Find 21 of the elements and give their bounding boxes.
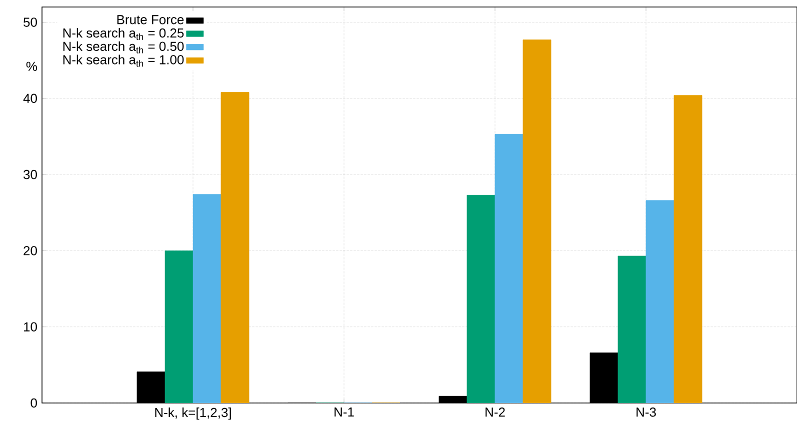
x-tick-label: N-k, k=[1,2,3]: [155, 408, 231, 420]
bar: [646, 200, 674, 403]
bar: [192, 194, 222, 403]
y-tick-label: 20: [24, 246, 37, 256]
bar: [494, 134, 524, 403]
bar: [164, 250, 194, 403]
y-tick-label: 50: [24, 18, 37, 27]
x-tick-label: N-3: [636, 408, 656, 417]
y-tick-label: 40: [23, 94, 37, 103]
legend-label: N-k search a$_{th}$ = 0.25: [63, 28, 184, 40]
y-tick-label: 10: [24, 322, 37, 332]
legend-label: N-k search a$_{th}$ = 1.00: [63, 54, 184, 67]
y-tick-label: 30: [24, 170, 37, 180]
legend-label: N-k search a$_{th}$ = 0.50: [63, 41, 184, 54]
x-tick-label: N-1: [334, 408, 354, 416]
x-tick-label: N-2: [486, 408, 505, 417]
y-tick-label: 0: [30, 398, 37, 408]
bar: [466, 194, 496, 403]
bar: [618, 256, 646, 403]
legend-label: Brute Force: [117, 15, 184, 24]
y-axis-title: %: [26, 62, 38, 71]
